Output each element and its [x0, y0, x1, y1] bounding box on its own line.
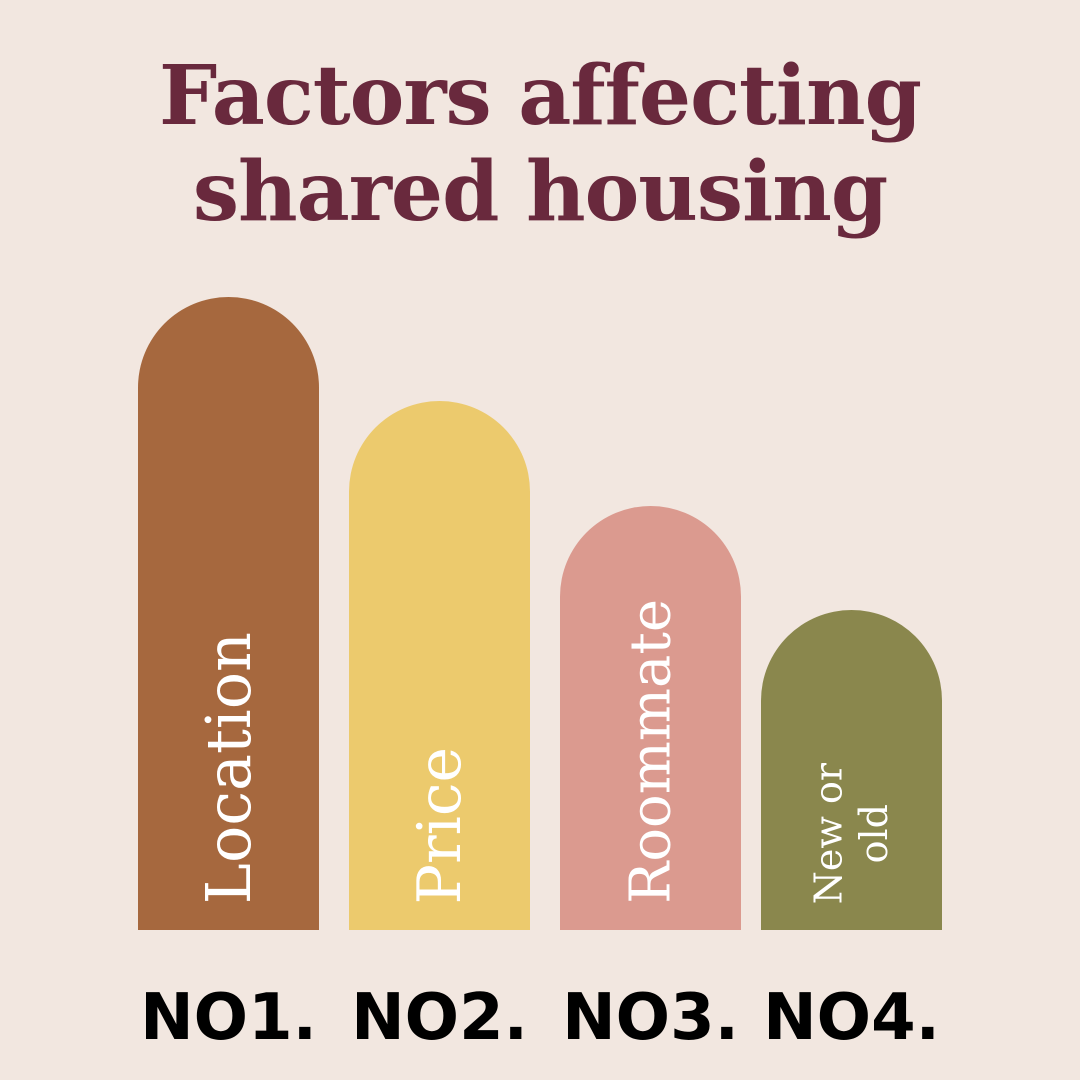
bar-label-line: old — [851, 803, 896, 863]
bar-new-or-old: New or old — [761, 610, 942, 930]
chart-title-line-2: shared housing — [192, 144, 888, 240]
rank-label: NO3. — [562, 981, 739, 1055]
chart-title-line-1: Factors affecting — [158, 48, 922, 144]
bar-label-line: Roommate — [617, 599, 683, 904]
bar-label-line: Location — [191, 631, 265, 904]
bar-label-line: Price — [404, 746, 475, 904]
bar-label: Price — [404, 747, 476, 904]
bar-roommate: Roommate — [560, 505, 741, 930]
bar-label: New or old — [806, 763, 897, 904]
bar-label-line: New or — [805, 762, 850, 904]
bar-location: Location — [138, 297, 319, 930]
bar-label: Roommate — [617, 599, 684, 904]
chart-title: Factors affecting shared housing — [0, 48, 1080, 240]
rank-label: NO4. — [763, 981, 940, 1055]
bar-label: Location — [191, 632, 265, 904]
rank-label: NO1. — [140, 981, 317, 1055]
bar-price: Price — [349, 401, 530, 930]
rank-label: NO2. — [351, 981, 528, 1055]
